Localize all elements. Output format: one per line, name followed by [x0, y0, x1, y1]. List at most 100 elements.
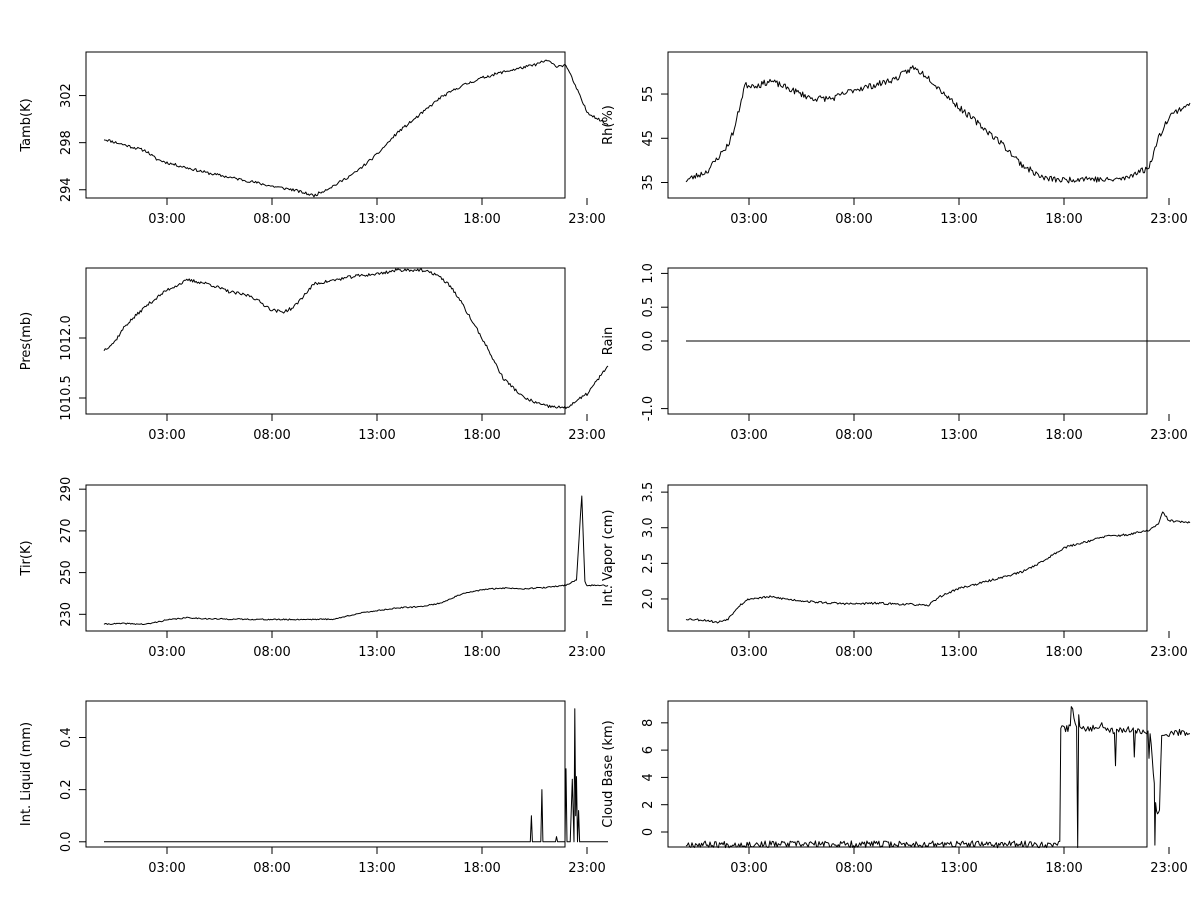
x-tick-label: 13:00 [358, 428, 395, 443]
y-tick-label: 0.0 [641, 331, 656, 352]
plot-frame [667, 484, 1148, 632]
x-tick-label: 03:00 [730, 645, 767, 660]
x-tick-label: 23:00 [568, 861, 605, 876]
y-axis-label: Tir(K) [19, 540, 34, 576]
x-tick-label: 23:00 [568, 212, 605, 227]
x-tick-label: 03:00 [730, 861, 767, 876]
y-tick-label: 35 [641, 174, 656, 191]
y-tick-label: 55 [641, 86, 656, 103]
chart-panel-4: 03:00 08:00 13:00 18:00 23:00 -1.0 0.0 0.5 1.0 Ra… [601, 263, 1190, 443]
x-tick-label: 23:00 [1150, 645, 1187, 660]
y-tick-label: 290 [59, 477, 74, 502]
y-tick-label: 2 [641, 801, 656, 809]
x-tick-label: 18:00 [463, 645, 500, 660]
y-tick-label: 0 [641, 828, 656, 836]
y-tick-label: 230 [59, 602, 74, 627]
y-axis-label: Rh(%) [601, 105, 616, 145]
x-tick-label: 08:00 [835, 645, 872, 660]
y-tick-label: 2.5 [641, 553, 656, 574]
plot-frame [667, 51, 1148, 199]
y-tick-label: 298 [59, 130, 74, 155]
x-tick-label: 18:00 [1045, 645, 1082, 660]
y-axis-label: Tamb(K) [19, 98, 34, 152]
x-tick-label: 03:00 [148, 645, 185, 660]
x-tick-label: 23:00 [568, 428, 605, 443]
y-axis-label: Int. Vapor (cm) [601, 510, 616, 607]
x-tick-label: 18:00 [463, 428, 500, 443]
chart-panel-3: 03:00 08:00 13:00 18:00 23:00 1010.5 1012.0 Pre… [19, 267, 609, 443]
chart-panel-1: 03:00 08:00 13:00 18:00 23:00 294 298 302 Tamb(K… [19, 51, 609, 227]
y-tick-label: 1010.5 [59, 375, 74, 421]
x-tick-label: 08:00 [835, 428, 872, 443]
x-tick-label: 13:00 [358, 645, 395, 660]
y-tick-label: 0.0 [59, 831, 74, 852]
y-tick-label: 3.5 [641, 482, 656, 503]
x-tick-label: 08:00 [253, 212, 290, 227]
x-tick-label: 03:00 [730, 428, 767, 443]
series-line-int-vapor [685, 511, 1191, 624]
x-tick-label: 03:00 [148, 212, 185, 227]
y-tick-label: 1012.0 [59, 315, 74, 361]
series-line-pres [103, 268, 609, 409]
series-line-int-liquid [104, 708, 608, 843]
y-tick-label: 6 [641, 746, 656, 754]
chart-panel-2: 03:00 08:00 13:00 18:00 23:00 35 45 55 Rh(%) [601, 51, 1191, 227]
y-tick-label: 0.2 [59, 779, 74, 800]
y-axis-label: Int. Liquid (mm) [19, 722, 34, 826]
x-tick-label: 18:00 [463, 212, 500, 227]
x-tick-label: 23:00 [1150, 861, 1187, 876]
x-tick-label: 08:00 [253, 645, 290, 660]
x-tick-label: 03:00 [148, 861, 185, 876]
plot-frame [85, 484, 566, 632]
x-tick-label: 13:00 [940, 861, 977, 876]
series-line-tir [103, 495, 609, 625]
chart-panel-7: 03:00 08:00 13:00 18:00 23:00 0.0 0.2 0.4 Int. L… [19, 700, 608, 876]
series-line-tamb [103, 59, 609, 198]
y-tick-label: 8 [641, 719, 656, 727]
x-tick-label: 18:00 [1045, 861, 1082, 876]
y-tick-label: 270 [59, 518, 74, 543]
y-tick-label: 294 [59, 177, 74, 202]
x-tick-label: 13:00 [940, 645, 977, 660]
y-tick-label: 1.0 [641, 263, 656, 284]
x-tick-label: 08:00 [835, 212, 872, 227]
y-tick-label: 45 [641, 130, 656, 147]
y-axis-label: Rain [601, 327, 616, 356]
y-tick-label: 0.5 [641, 297, 656, 318]
x-tick-label: 08:00 [253, 861, 290, 876]
plot-frame [667, 700, 1148, 848]
chart-panel-5: 03:00 08:00 13:00 18:00 23:00 230 250 270 290 Tir… [19, 477, 609, 660]
x-tick-label: 18:00 [1045, 212, 1082, 227]
x-tick-label: 03:00 [148, 428, 185, 443]
plot-frame [85, 267, 566, 415]
series-line-cloud-base [685, 706, 1190, 849]
x-tick-label: 08:00 [253, 428, 290, 443]
series-line-rh [685, 65, 1191, 184]
x-tick-label: 18:00 [1045, 428, 1082, 443]
y-tick-label: -1.0 [641, 396, 656, 421]
x-tick-label: 18:00 [463, 861, 500, 876]
chart-panel-6: 03:00 08:00 13:00 18:00 23:00 2.0 2.5 3.0 3.5 Int… [601, 482, 1191, 660]
y-tick-label: 2.0 [641, 589, 656, 610]
x-tick-label: 03:00 [730, 212, 767, 227]
y-axis-label: Pres(mb) [19, 312, 34, 371]
x-tick-label: 13:00 [358, 861, 395, 876]
x-tick-label: 13:00 [358, 212, 395, 227]
plot-frame [85, 700, 566, 848]
x-tick-label: 13:00 [940, 212, 977, 227]
y-tick-label: 302 [59, 83, 74, 108]
x-tick-label: 23:00 [1150, 428, 1187, 443]
x-tick-label: 08:00 [835, 861, 872, 876]
x-tick-label: 13:00 [940, 428, 977, 443]
chart-panel-8: 03:00 08:00 13:00 18:00 23:00 0 2 4 6 8 Cloud Base… [601, 700, 1190, 876]
y-axis-label: Cloud Base (km) [601, 720, 616, 827]
x-tick-label: 23:00 [1150, 212, 1187, 227]
y-tick-label: 0.4 [59, 727, 74, 748]
y-tick-label: 250 [59, 560, 74, 585]
x-tick-label: 23:00 [568, 645, 605, 660]
y-tick-label: 4 [641, 773, 656, 781]
y-tick-label: 3.0 [641, 517, 656, 538]
plot-frame [85, 51, 566, 199]
